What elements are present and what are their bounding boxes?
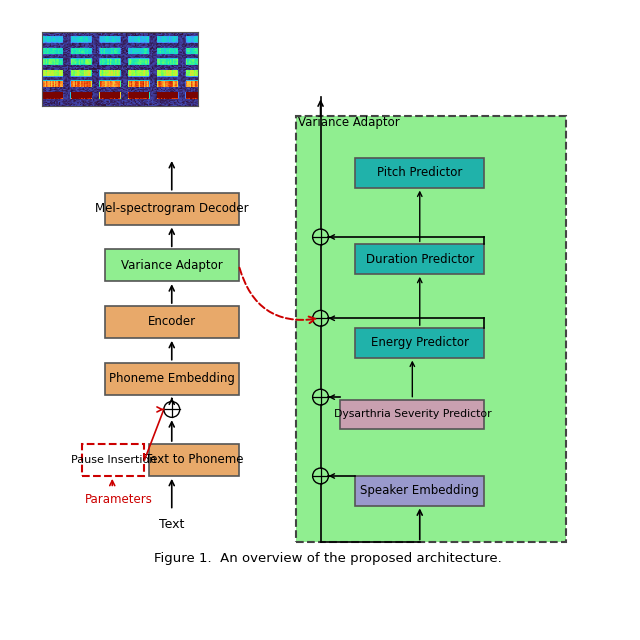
- Text: Encoder: Encoder: [148, 316, 196, 328]
- Text: Duration Predictor: Duration Predictor: [365, 253, 474, 266]
- FancyBboxPatch shape: [355, 244, 484, 274]
- FancyBboxPatch shape: [105, 363, 239, 395]
- Text: Text: Text: [159, 518, 184, 531]
- Text: Speaker Embedding: Speaker Embedding: [360, 484, 479, 497]
- FancyBboxPatch shape: [83, 444, 145, 476]
- FancyArrowPatch shape: [239, 268, 316, 323]
- FancyBboxPatch shape: [355, 476, 484, 506]
- Text: Phoneme Embedding: Phoneme Embedding: [109, 372, 235, 385]
- FancyBboxPatch shape: [105, 249, 239, 282]
- Text: Parameters: Parameters: [85, 493, 153, 506]
- Text: Variance Adaptor: Variance Adaptor: [121, 259, 223, 272]
- FancyBboxPatch shape: [340, 399, 484, 429]
- Text: Dysarthria Severity Predictor: Dysarthria Severity Predictor: [333, 410, 491, 419]
- FancyBboxPatch shape: [105, 193, 239, 225]
- FancyBboxPatch shape: [355, 158, 484, 188]
- Text: Pause Insertion: Pause Insertion: [71, 455, 156, 465]
- FancyBboxPatch shape: [105, 306, 239, 338]
- Text: Variance Adaptor: Variance Adaptor: [298, 116, 400, 129]
- Text: Text to Phoneme: Text to Phoneme: [145, 454, 243, 467]
- FancyBboxPatch shape: [355, 328, 484, 358]
- Text: Mel-spectrogram Decoder: Mel-spectrogram Decoder: [95, 202, 248, 215]
- FancyBboxPatch shape: [150, 444, 239, 476]
- Text: Figure 1.  An overview of the proposed architecture.: Figure 1. An overview of the proposed ar…: [154, 552, 502, 565]
- Text: Energy Predictor: Energy Predictor: [371, 337, 468, 349]
- Text: Pitch Predictor: Pitch Predictor: [377, 166, 463, 179]
- FancyBboxPatch shape: [296, 116, 566, 543]
